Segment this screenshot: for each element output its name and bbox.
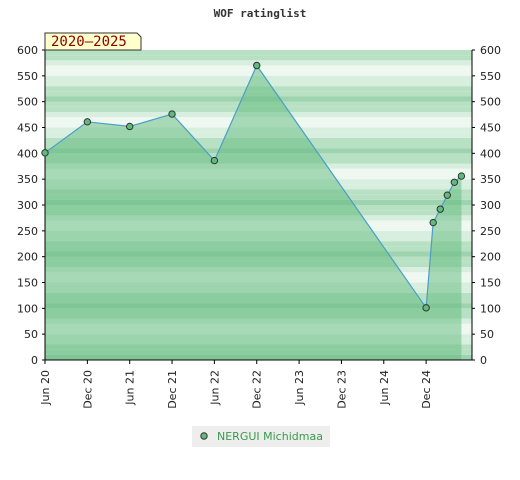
y-tick-label-left: 300: [17, 199, 38, 212]
chart-title: WOF ratinglist: [214, 7, 307, 20]
y-axis-right: 0 50 100 150 200 250 300 350 400 450 500 550 600: [471, 44, 501, 367]
y-tick-label-right: 150: [480, 277, 501, 290]
y-tick-label-left: 50: [24, 328, 38, 341]
y-tick-label-left: 150: [17, 277, 38, 290]
y-tick-label-left: 250: [17, 225, 38, 238]
data-markers: [41, 61, 466, 312]
background-band: [45, 50, 472, 56]
x-tick-label: Jun 23: [293, 370, 306, 406]
y-tick-label-right: 500: [480, 96, 501, 109]
y-tick-label-right: 0: [480, 354, 487, 367]
x-tick-label: Jun 24: [378, 370, 391, 406]
data-point: [125, 122, 134, 131]
data-point: [443, 191, 451, 199]
y-tick-label-right: 550: [480, 70, 501, 83]
y-tick-label-left: 600: [17, 44, 38, 57]
data-point: [429, 218, 437, 227]
data-point: [253, 61, 261, 70]
data-point: [83, 118, 92, 126]
data-point: [168, 110, 176, 118]
legend-marker: [200, 432, 208, 440]
x-tick-label: Dec 23: [335, 370, 348, 409]
y-tick-label-right: 400: [480, 147, 501, 160]
y-tick-label-left: 0: [31, 354, 38, 367]
date-range-label: 2020–2025: [51, 34, 127, 50]
data-point: [422, 304, 430, 312]
y-tick-label-right: 50: [480, 328, 494, 341]
y-tick-label-right: 300: [480, 199, 501, 212]
y-tick-label-right: 450: [480, 122, 501, 135]
y-tick-label-left: 100: [17, 302, 38, 315]
x-tick-label: Dec 24: [420, 370, 433, 409]
y-axis-left: 0 50 100 150 200 250 300 350 400 450 500 550 600: [17, 44, 46, 367]
data-point: [41, 149, 49, 157]
data-point: [457, 172, 466, 180]
x-tick-label: Jun 22: [208, 370, 221, 406]
x-tick-label: Dec 22: [251, 370, 264, 409]
y-tick-label-left: 550: [17, 70, 38, 83]
y-tick-label-right: 100: [480, 302, 501, 315]
data-point: [210, 156, 219, 165]
x-tick-label: Dec 21: [166, 370, 179, 409]
x-tick-label: Jun 20: [39, 370, 52, 406]
y-tick-label-right: 200: [480, 251, 501, 264]
x-axis: Jun 20 Dec 20 Jun 21 Dec 21 Jun 22 Dec 22 Jun …: [39, 359, 472, 409]
legend-label: NERGUI Michidmaa: [217, 430, 323, 443]
y-tick-label-right: 350: [480, 173, 501, 186]
legend-box: [192, 426, 330, 447]
y-tick-label-left: 200: [17, 251, 38, 264]
data-point: [436, 205, 444, 213]
background-band: [45, 55, 472, 61]
y-tick-label-right: 250: [480, 225, 501, 238]
legend: NERGUI Michidmaa: [192, 426, 330, 447]
y-tick-label-right: 600: [480, 44, 501, 57]
x-tick-label: Jun 21: [124, 370, 137, 406]
y-tick-label-left: 400: [17, 147, 38, 160]
date-range-badge: 2020–2025: [44, 32, 142, 51]
x-tick-label: Dec 20: [81, 370, 94, 409]
y-tick-label-left: 500: [17, 96, 38, 109]
rating-area-fill: [45, 65, 462, 360]
y-tick-label-left: 450: [17, 122, 38, 135]
y-tick-label-left: 350: [17, 173, 38, 186]
data-point: [450, 178, 459, 186]
